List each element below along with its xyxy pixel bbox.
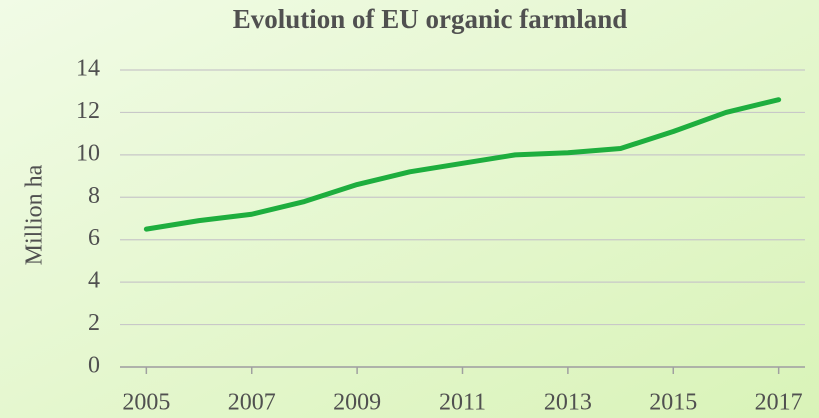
y-tick-label: 6 [88, 225, 100, 251]
y-tick-label: 0 [88, 353, 100, 379]
y-tick-label: 14 [76, 56, 100, 82]
x-tick-label: 2015 [649, 390, 697, 416]
x-tick-label: 2017 [755, 390, 803, 416]
y-tick-label: 8 [88, 183, 100, 209]
x-tick-label: 2011 [439, 390, 486, 416]
y-axis-title: Million ha [22, 164, 48, 265]
line-series [143, 97, 782, 232]
x-tick-label: 2007 [228, 390, 276, 416]
chart-title: Evolution of EU organic farmland [233, 4, 628, 34]
x-tick-label: 2009 [333, 390, 381, 416]
y-tick-label: 10 [76, 140, 100, 166]
y-tick-label: 12 [76, 98, 100, 124]
y-tick-label: 2 [88, 310, 100, 336]
x-tick-label: 2013 [544, 390, 592, 416]
y-tick-label: 4 [88, 268, 100, 294]
x-tick-label: 2005 [122, 390, 170, 416]
